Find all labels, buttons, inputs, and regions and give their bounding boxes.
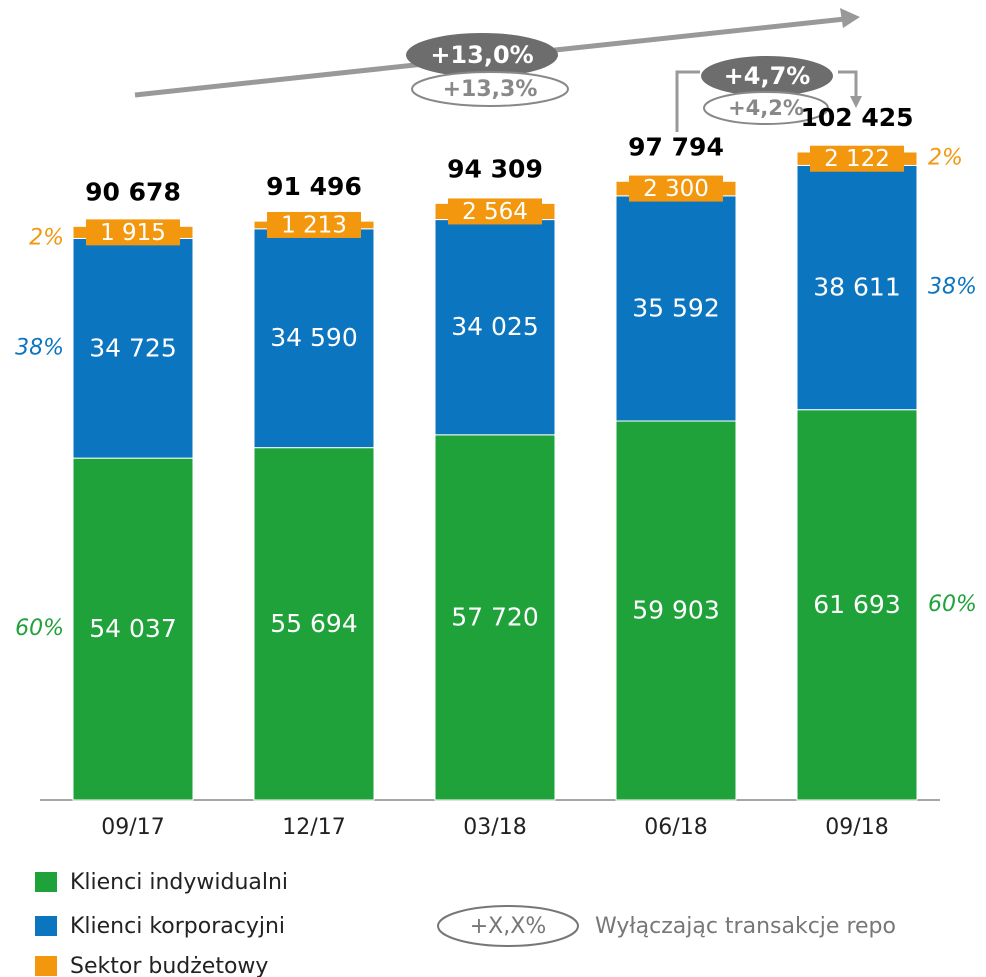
bar-segment [434, 434, 556, 801]
bar-segment [72, 237, 194, 459]
legend-label: Sektor budżetowy [70, 954, 268, 977]
value-label: 34 725 [89, 333, 176, 362]
growth-total-ex-repo: +13,3% [443, 77, 538, 102]
value-label: 55 694 [270, 609, 357, 638]
growth-quarter: +4,7% [724, 62, 811, 90]
legend-swatch [35, 956, 57, 976]
value-label: 59 903 [632, 596, 719, 625]
share-label-left: 38% [15, 335, 64, 360]
legend-swatch [35, 916, 57, 936]
value-label: 1 915 [100, 220, 166, 246]
growth-badge-outline [411, 71, 569, 107]
value-label: 2 564 [462, 199, 528, 225]
x-tick-label: 03/18 [463, 815, 526, 840]
bar-segment [796, 409, 918, 801]
value-label: 35 592 [632, 293, 719, 322]
value-label: 34 590 [270, 323, 357, 352]
value-label: 57 720 [451, 602, 538, 631]
total-label: 91 496 [266, 172, 362, 201]
x-tick-label: 06/18 [644, 815, 707, 840]
label-box [86, 219, 180, 246]
x-tick-label: 09/18 [825, 815, 888, 840]
total-label: 97 794 [628, 132, 724, 161]
note-symbol: +X,X% [470, 914, 546, 939]
legend-swatch [35, 872, 57, 892]
growth-total: +13,0% [430, 41, 533, 69]
bar-segment [434, 219, 556, 436]
share-label-left: 2% [29, 225, 64, 250]
share-label-right: 60% [928, 592, 977, 617]
bar-segment [253, 228, 375, 449]
x-tick-label: 12/17 [282, 815, 345, 840]
share-label-right: 38% [928, 275, 977, 300]
total-label: 102 425 [800, 103, 913, 132]
share-label-left: 60% [15, 616, 64, 641]
label-box [810, 145, 904, 172]
value-label: 2 300 [643, 176, 709, 202]
growth-badge [701, 56, 833, 96]
label-box [629, 175, 723, 202]
growth-badge-outline [703, 91, 829, 125]
total-label: 94 309 [447, 154, 543, 183]
bar-segment [72, 457, 194, 801]
value-label: 34 025 [451, 312, 538, 341]
total-label: 90 678 [85, 177, 181, 206]
share-label-right: 2% [928, 146, 963, 171]
legend-label: Klienci indywidualni [70, 870, 288, 895]
label-box [267, 211, 361, 238]
value-label: 54 037 [89, 614, 176, 643]
value-label: 2 122 [824, 146, 890, 172]
bar-segment [253, 447, 375, 801]
bar-segment [615, 195, 737, 422]
x-tick-label: 09/17 [101, 815, 164, 840]
arrow-head [840, 8, 860, 28]
arrow-head [850, 96, 862, 108]
legend-label: Klienci korporacyjni [70, 914, 285, 939]
label-box [448, 198, 542, 225]
note-symbol-outline [437, 905, 579, 947]
bar-segment [796, 164, 918, 411]
growth-quarter-ex-repo: +4,2% [728, 96, 804, 120]
value-label: 38 611 [813, 273, 900, 302]
note-text: Wyłączając transakcje repo [595, 914, 896, 939]
bracket [675, 70, 858, 132]
growth-badge [406, 33, 558, 77]
value-label: 61 693 [813, 590, 900, 619]
bar-segment [615, 420, 737, 801]
value-label: 1 213 [281, 212, 347, 238]
